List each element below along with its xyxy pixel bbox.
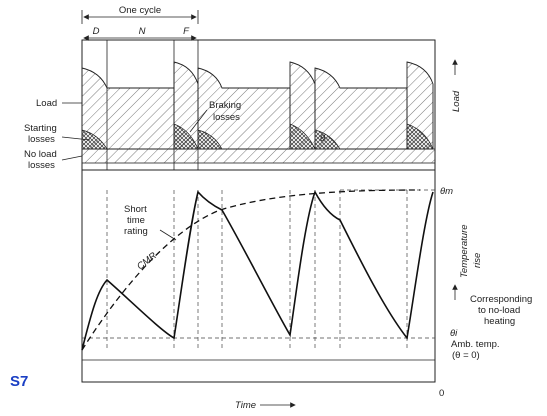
starting-losses-label: losses xyxy=(28,134,55,145)
time-axis-label: Time xyxy=(235,400,256,411)
load-pulse-start xyxy=(197,67,291,150)
rating-label: rating xyxy=(124,226,148,237)
load-pulse-start xyxy=(314,67,408,150)
one-cycle-label: One cycle xyxy=(119,5,161,16)
theta-zero-label: (θ = 0) xyxy=(452,350,480,361)
load-label: Load xyxy=(36,98,57,109)
starting-label: Starting xyxy=(24,123,57,134)
amb-temp-label: Amb. temp. xyxy=(451,339,500,350)
theta-small-label: θ xyxy=(320,133,326,144)
no-load-losses-label: losses xyxy=(28,160,55,171)
duty-class-label: S7 xyxy=(10,373,28,390)
short-label: Short xyxy=(124,204,147,215)
cmr-label: CMR xyxy=(135,250,159,272)
no-load-losses-band xyxy=(81,148,436,164)
temperature-panel-frame xyxy=(81,169,436,383)
load-axis-label: Load xyxy=(451,90,462,112)
to-no-load-label: to no-load xyxy=(478,305,520,316)
braking-label: Braking xyxy=(209,100,241,111)
rise-label: rise xyxy=(472,253,483,268)
braking-losses-label: losses xyxy=(213,112,240,123)
theta-m-label: θm xyxy=(440,186,453,197)
starting-losses xyxy=(81,129,108,150)
temperature-rise-curve xyxy=(81,190,434,351)
theta-i-label: θi xyxy=(450,328,458,339)
time-label: time xyxy=(127,215,145,226)
load-pulse-start xyxy=(81,67,175,150)
label-d: D xyxy=(93,26,100,37)
temperature-axis-label: Temperature xyxy=(459,224,470,278)
braking-losses-region xyxy=(406,123,434,150)
starting-losses xyxy=(197,129,223,150)
label-f: F xyxy=(183,26,190,37)
heating-label: heating xyxy=(484,316,515,327)
corresponding-label: Corresponding xyxy=(470,294,532,305)
no-load-label: No load xyxy=(24,149,57,160)
origin-label: 0 xyxy=(439,388,444,399)
label-n: N xyxy=(139,26,146,37)
cmr-curve xyxy=(81,189,421,351)
starting-losses xyxy=(314,129,341,150)
